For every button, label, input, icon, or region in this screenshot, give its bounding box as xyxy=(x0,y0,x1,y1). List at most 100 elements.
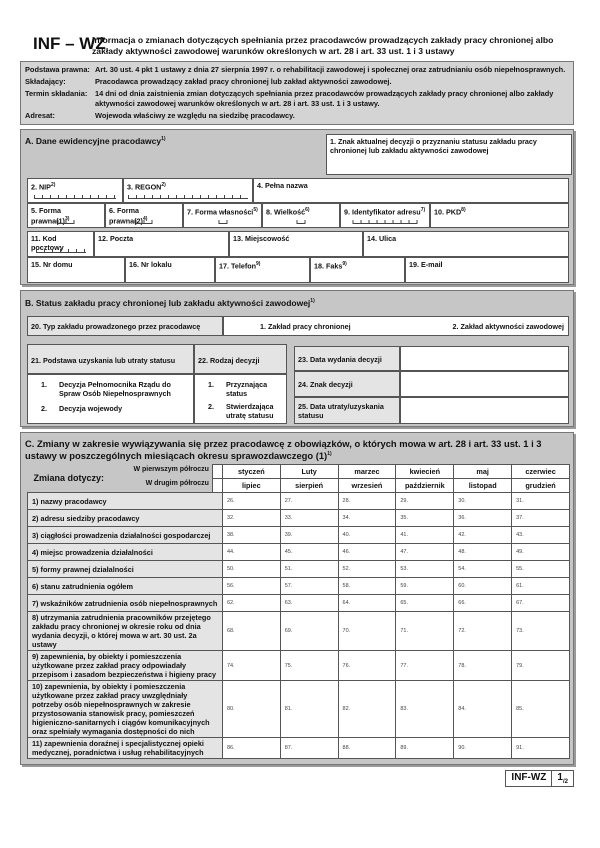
option-21-1[interactable]: 1. Decyzja Pełnomocnika Rządu do Spraw Os… xyxy=(41,380,171,398)
month-cell-65[interactable]: 65. xyxy=(395,594,455,613)
month-cell-67[interactable]: 67. xyxy=(511,594,570,613)
month-cell-58[interactable]: 58. xyxy=(337,577,397,596)
field-12-post-office[interactable]: 12. Poczta xyxy=(94,231,229,257)
field-17-phone[interactable]: 17. Telefon9) xyxy=(215,257,310,283)
month-cell-41[interactable]: 41. xyxy=(395,526,455,545)
month-cell-37[interactable]: 37. xyxy=(511,509,570,528)
footer-wrap: INF-WZ 1/2 xyxy=(20,770,574,788)
month-cell-36[interactable]: 36. xyxy=(453,509,513,528)
month-cell-69[interactable]: 69. xyxy=(279,611,339,652)
field-13-city[interactable]: 13. Miejscowość xyxy=(229,231,363,257)
month-cell-60[interactable]: 60. xyxy=(453,577,513,596)
month-cell-61[interactable]: 61. xyxy=(511,577,570,596)
option-protected-workplace[interactable]: 1. Zakład pracy chronionej xyxy=(260,322,351,331)
month-cell-43[interactable]: 43. xyxy=(511,526,570,545)
month-cell-89[interactable]: 89. xyxy=(395,737,455,760)
field-14-street[interactable]: 14. Ulica xyxy=(363,231,569,257)
half-selector-second[interactable] xyxy=(211,478,223,494)
month-cell-88[interactable]: 88. xyxy=(337,737,397,760)
month-cell-84[interactable]: 84. xyxy=(453,680,513,739)
field-9-address-id[interactable]: 9. Identyfikator adresu7) xyxy=(340,203,430,228)
month-cell-31[interactable]: 31. xyxy=(511,492,570,511)
month-cell-74[interactable]: 74. xyxy=(221,650,281,682)
field-19-email[interactable]: 19. E-mail xyxy=(405,257,569,283)
month-cell-33[interactable]: 33. xyxy=(279,509,339,528)
month-cell-86[interactable]: 86. xyxy=(221,737,281,760)
month-cell-57[interactable]: 57. xyxy=(279,577,339,596)
field-10-pkd[interactable]: 10. PKD8) xyxy=(430,203,569,228)
month-cell-53[interactable]: 53. xyxy=(395,560,455,579)
month-cell-32[interactable]: 32. xyxy=(221,509,281,528)
month-cell-66[interactable]: 66. xyxy=(453,594,513,613)
field-4-full-name[interactable]: 4. Pełna nazwa xyxy=(253,178,569,203)
info-legal-basis: Podstawa prawna: Art. 30 ust. 4 pkt 1 ust… xyxy=(25,65,569,75)
month-cell-27[interactable]: 27. xyxy=(279,492,339,511)
option-21-2[interactable]: 2. Decyzja wojewody xyxy=(41,404,123,413)
field-25-input[interactable] xyxy=(400,397,569,424)
month-cell-83[interactable]: 83. xyxy=(395,680,455,739)
field-23-input[interactable] xyxy=(400,346,569,371)
month-cell-47[interactable]: 47. xyxy=(395,543,455,562)
month-cell-75[interactable]: 75. xyxy=(279,650,339,682)
month-cell-34[interactable]: 34. xyxy=(337,509,397,528)
month-cell-63[interactable]: 63. xyxy=(279,594,339,613)
month-cell-80[interactable]: 80. xyxy=(221,680,281,739)
month-cell-50[interactable]: 50. xyxy=(221,560,281,579)
option-22-1[interactable]: 1. Przyznająca status xyxy=(208,380,268,398)
month-cell-49[interactable]: 49. xyxy=(511,543,570,562)
month-cell-72[interactable]: 72. xyxy=(453,611,513,652)
field-8-size[interactable]: 8. Wielkość6) xyxy=(262,203,340,228)
month-cell-44[interactable]: 44. xyxy=(221,543,281,562)
field-1-decision-sign[interactable]: 1. Znak aktualnej decyzji o przyznaniu s… xyxy=(326,134,572,175)
field-6-legal-form-2[interactable]: 6. Forma prawna(2)4) xyxy=(105,203,183,228)
month-cell-42[interactable]: 42. xyxy=(453,526,513,545)
field-11-postal-code[interactable]: 11. Kod pocztowy xyxy=(27,231,94,257)
month-cell-90[interactable]: 90. xyxy=(453,737,513,760)
field-7-ownership[interactable]: 7. Forma własności5) xyxy=(183,203,262,228)
month-cell-56[interactable]: 56. xyxy=(221,577,281,596)
month-cell-46[interactable]: 46. xyxy=(337,543,397,562)
half-selector-first[interactable] xyxy=(211,464,223,480)
field-16-apartment-no[interactable]: 16. Nr lokalu xyxy=(125,257,215,283)
month-cell-29[interactable]: 29. xyxy=(395,492,455,511)
month-cell-35[interactable]: 35. xyxy=(395,509,455,528)
field-24-input[interactable] xyxy=(400,371,569,397)
month-cell-26[interactable]: 26. xyxy=(221,492,281,511)
month-cell-79[interactable]: 79. xyxy=(511,650,570,682)
month-cell-55[interactable]: 55. xyxy=(511,560,570,579)
month-header: marzec xyxy=(337,464,397,480)
month-cell-81[interactable]: 81. xyxy=(279,680,339,739)
field-5-legal-form-1[interactable]: 5. Forma prawna(1)3) xyxy=(27,203,105,228)
month-cell-62[interactable]: 62. xyxy=(221,594,281,613)
month-cell-51[interactable]: 51. xyxy=(279,560,339,579)
month-cell-77[interactable]: 77. xyxy=(395,650,455,682)
month-cell-70[interactable]: 70. xyxy=(337,611,397,652)
month-cell-48[interactable]: 48. xyxy=(453,543,513,562)
month-cell-91[interactable]: 91. xyxy=(511,737,570,760)
month-cell-45[interactable]: 45. xyxy=(279,543,339,562)
month-cell-82[interactable]: 82. xyxy=(337,680,397,739)
month-cell-59[interactable]: 59. xyxy=(395,577,455,596)
month-cell-64[interactable]: 64. xyxy=(337,594,397,613)
month-cell-52[interactable]: 52. xyxy=(337,560,397,579)
month-cell-73[interactable]: 73. xyxy=(511,611,570,652)
option-22-2[interactable]: 2. Stwierdzająca utratę statusu xyxy=(208,402,274,420)
month-cell-40[interactable]: 40. xyxy=(337,526,397,545)
month-cell-30[interactable]: 30. xyxy=(453,492,513,511)
field-15-house-no[interactable]: 15. Nr domu xyxy=(27,257,125,283)
month-cell-76[interactable]: 76. xyxy=(337,650,397,682)
month-cell-68[interactable]: 68. xyxy=(221,611,281,652)
month-cell-78[interactable]: 78. xyxy=(453,650,513,682)
month-cell-54[interactable]: 54. xyxy=(453,560,513,579)
field-3-regon[interactable]: 3. REGON2) xyxy=(123,178,253,203)
month-cell-87[interactable]: 87. xyxy=(279,737,339,760)
month-cell-85[interactable]: 85. xyxy=(511,680,570,739)
table-row: 10) zapewnienia, by obiekty i pomieszcze… xyxy=(27,680,570,739)
month-cell-71[interactable]: 71. xyxy=(395,611,455,652)
month-cell-38[interactable]: 38. xyxy=(221,526,281,545)
field-18-fax[interactable]: 18. Faks9) xyxy=(310,257,405,283)
month-cell-28[interactable]: 28. xyxy=(337,492,397,511)
month-cell-39[interactable]: 39. xyxy=(279,526,339,545)
field-2-nip[interactable]: 2. NIP2) xyxy=(27,178,123,203)
option-vocational-activity[interactable]: 2. Zakład aktywności zawodowej xyxy=(452,322,564,331)
